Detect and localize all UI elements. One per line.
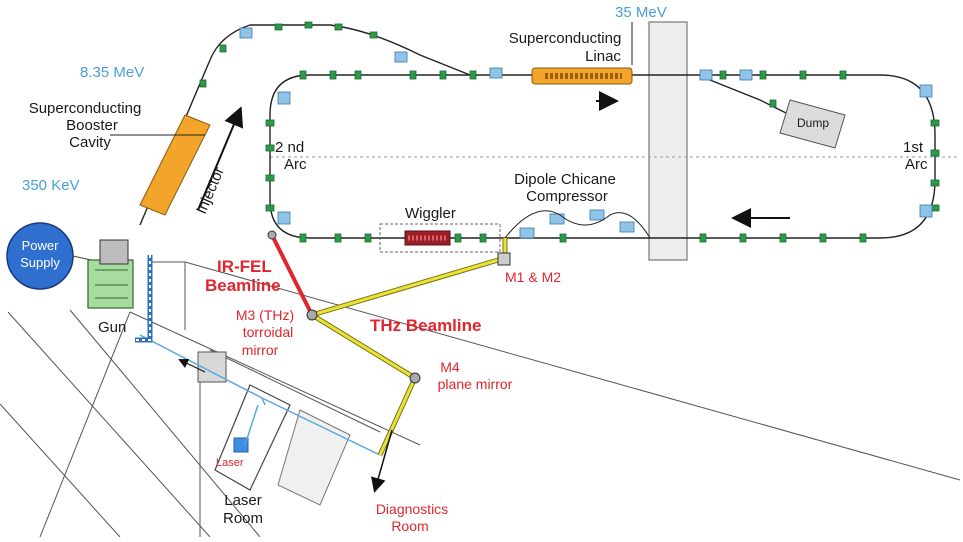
laser-room-label-line1: Laser (224, 492, 262, 509)
thz-beamline-label: THz Beamline (370, 316, 481, 335)
gun (87, 239, 134, 309)
dump-label: Dump (797, 116, 829, 130)
m1-m2-label: M1 & M2 (505, 269, 561, 285)
laser-beam (244, 404, 259, 446)
diagnostics-room-label-line1: Diagnostics (376, 501, 448, 517)
booster-label-line2: Booster (66, 117, 118, 134)
laser-transport-line (261, 397, 381, 456)
linac-label-line2: Linac (585, 48, 621, 65)
shielding-slab (648, 21, 688, 261)
wiggler (379, 223, 501, 253)
dump: Dump (779, 99, 846, 149)
m3-label-line1: M3 (THz) (236, 307, 294, 323)
power-supply-label-line2: Supply (20, 255, 60, 270)
laser-direction-arrow (178, 358, 206, 373)
building-outline (0, 261, 961, 538)
linac-label-line1: Superconducting (509, 30, 622, 47)
m4-label-line1: M4 (440, 359, 460, 375)
arc2-label-line1: 2 nd (275, 139, 304, 156)
chicane-label-line1: Dipole Chicane (514, 171, 616, 188)
m4-mirror (409, 372, 421, 384)
dipoles (239, 27, 933, 239)
m1-m2-mirrors (497, 252, 511, 266)
power-supply: Power Supply (6, 222, 74, 290)
chicane-path (504, 210, 651, 239)
laser-source-label: Laser (216, 457, 244, 469)
shielding-wall (135, 255, 153, 343)
m4-label-line2: plane mirror (438, 376, 513, 392)
optics-table (277, 409, 351, 506)
injector-arrow (197, 106, 244, 211)
gun-label: Gun (98, 319, 126, 336)
laser-room-label-line2: Room (223, 510, 263, 527)
superconducting-linac (531, 67, 633, 85)
diagnostics-arrow (371, 429, 393, 493)
quadrupoles (199, 21, 940, 243)
booster-label-line3: Cavity (69, 134, 111, 151)
m3-label-line3: mirror (242, 342, 279, 358)
arc1-label-line1: 1st (903, 139, 924, 156)
irfel-mirror (267, 230, 277, 240)
chicane-label-line2: Compressor (526, 188, 608, 205)
laser-table (214, 384, 291, 491)
laser-room-region (139, 334, 381, 506)
arc1-label-line2: Arc (905, 156, 928, 173)
energy-35-label: 35 MeV (615, 4, 667, 21)
thz-beamline-path (310, 238, 508, 457)
injector-label: Injector (193, 165, 228, 217)
irfel-label-line2: Beamline (205, 276, 281, 295)
arc2-label-line2: Arc (284, 156, 307, 173)
laser-source (233, 437, 249, 453)
wiggler-label: Wiggler (405, 205, 456, 222)
irfel-beamline-path (270, 234, 314, 316)
energy-350-label: 350 KeV (22, 177, 80, 194)
irfel-label-line1: IR-FEL (217, 257, 272, 276)
diagnostics-room-label-line2: Room (391, 518, 428, 534)
booster-label-line1: Superconducting (29, 100, 142, 117)
energy-835-label: 8.35 MeV (80, 64, 144, 81)
booster-cavity (139, 114, 211, 216)
m3-label-line2: torroidal (243, 324, 294, 340)
power-supply-label-line1: Power (22, 238, 60, 253)
m3-mirror (306, 309, 318, 321)
